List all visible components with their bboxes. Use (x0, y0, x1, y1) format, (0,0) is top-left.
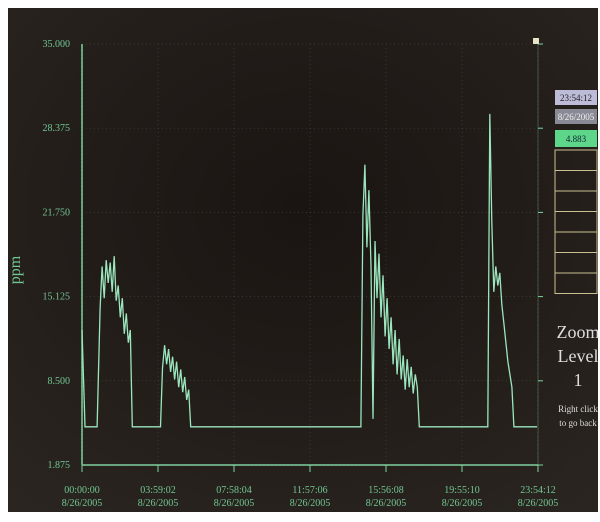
x-tick-label: 8/26/2005 (290, 498, 331, 509)
y-axis-label: ppm (7, 255, 24, 284)
x-tick-label: 8/26/2005 (214, 498, 255, 509)
corner-handle[interactable] (533, 38, 539, 44)
panel-date: 8/26/2005 (558, 112, 595, 122)
x-tick-label: 07:58:04 (216, 485, 252, 496)
y-tick-label: 35.000 (43, 39, 71, 50)
zoom-text: 1 (574, 370, 583, 390)
x-tick-label: 8/26/2005 (518, 498, 559, 509)
screen: ppm 23:54:12 8/26/2005 4.883 Zoom Level … (0, 0, 600, 517)
monitor (8, 8, 598, 512)
y-tick-label: 21.750 (43, 207, 71, 218)
x-tick-label: 15:56:08 (368, 485, 404, 496)
hint-text: to go back (559, 418, 597, 428)
x-tick-label: 8/26/2005 (138, 498, 179, 509)
panel-value: 4.883 (566, 134, 587, 144)
y-tick-label: 15.125 (43, 292, 71, 303)
x-tick-label: 8/26/2005 (366, 498, 407, 509)
value-panel: 23:54:12 8/26/2005 4.883 (555, 90, 597, 147)
x-tick-label: 00:00:00 (64, 485, 100, 496)
panel-time: 23:54:12 (560, 93, 592, 103)
y-tick-label: 28.375 (43, 123, 71, 134)
y-tick-label: 8.500 (48, 376, 71, 387)
zoom-text: Zoom (557, 322, 600, 342)
y-tick-label: 1.875 (48, 460, 71, 471)
x-tick-label: 8/26/2005 (442, 498, 483, 509)
x-tick-label: 8/26/2005 (62, 498, 103, 509)
hint-text: Right click (558, 404, 598, 414)
x-tick-label: 23:54:12 (520, 485, 556, 496)
x-tick-label: 11:57:06 (292, 485, 327, 496)
x-tick-label: 03:59:02 (140, 485, 176, 496)
x-tick-label: 19:55:10 (444, 485, 480, 496)
zoom-text: Level (558, 346, 599, 366)
